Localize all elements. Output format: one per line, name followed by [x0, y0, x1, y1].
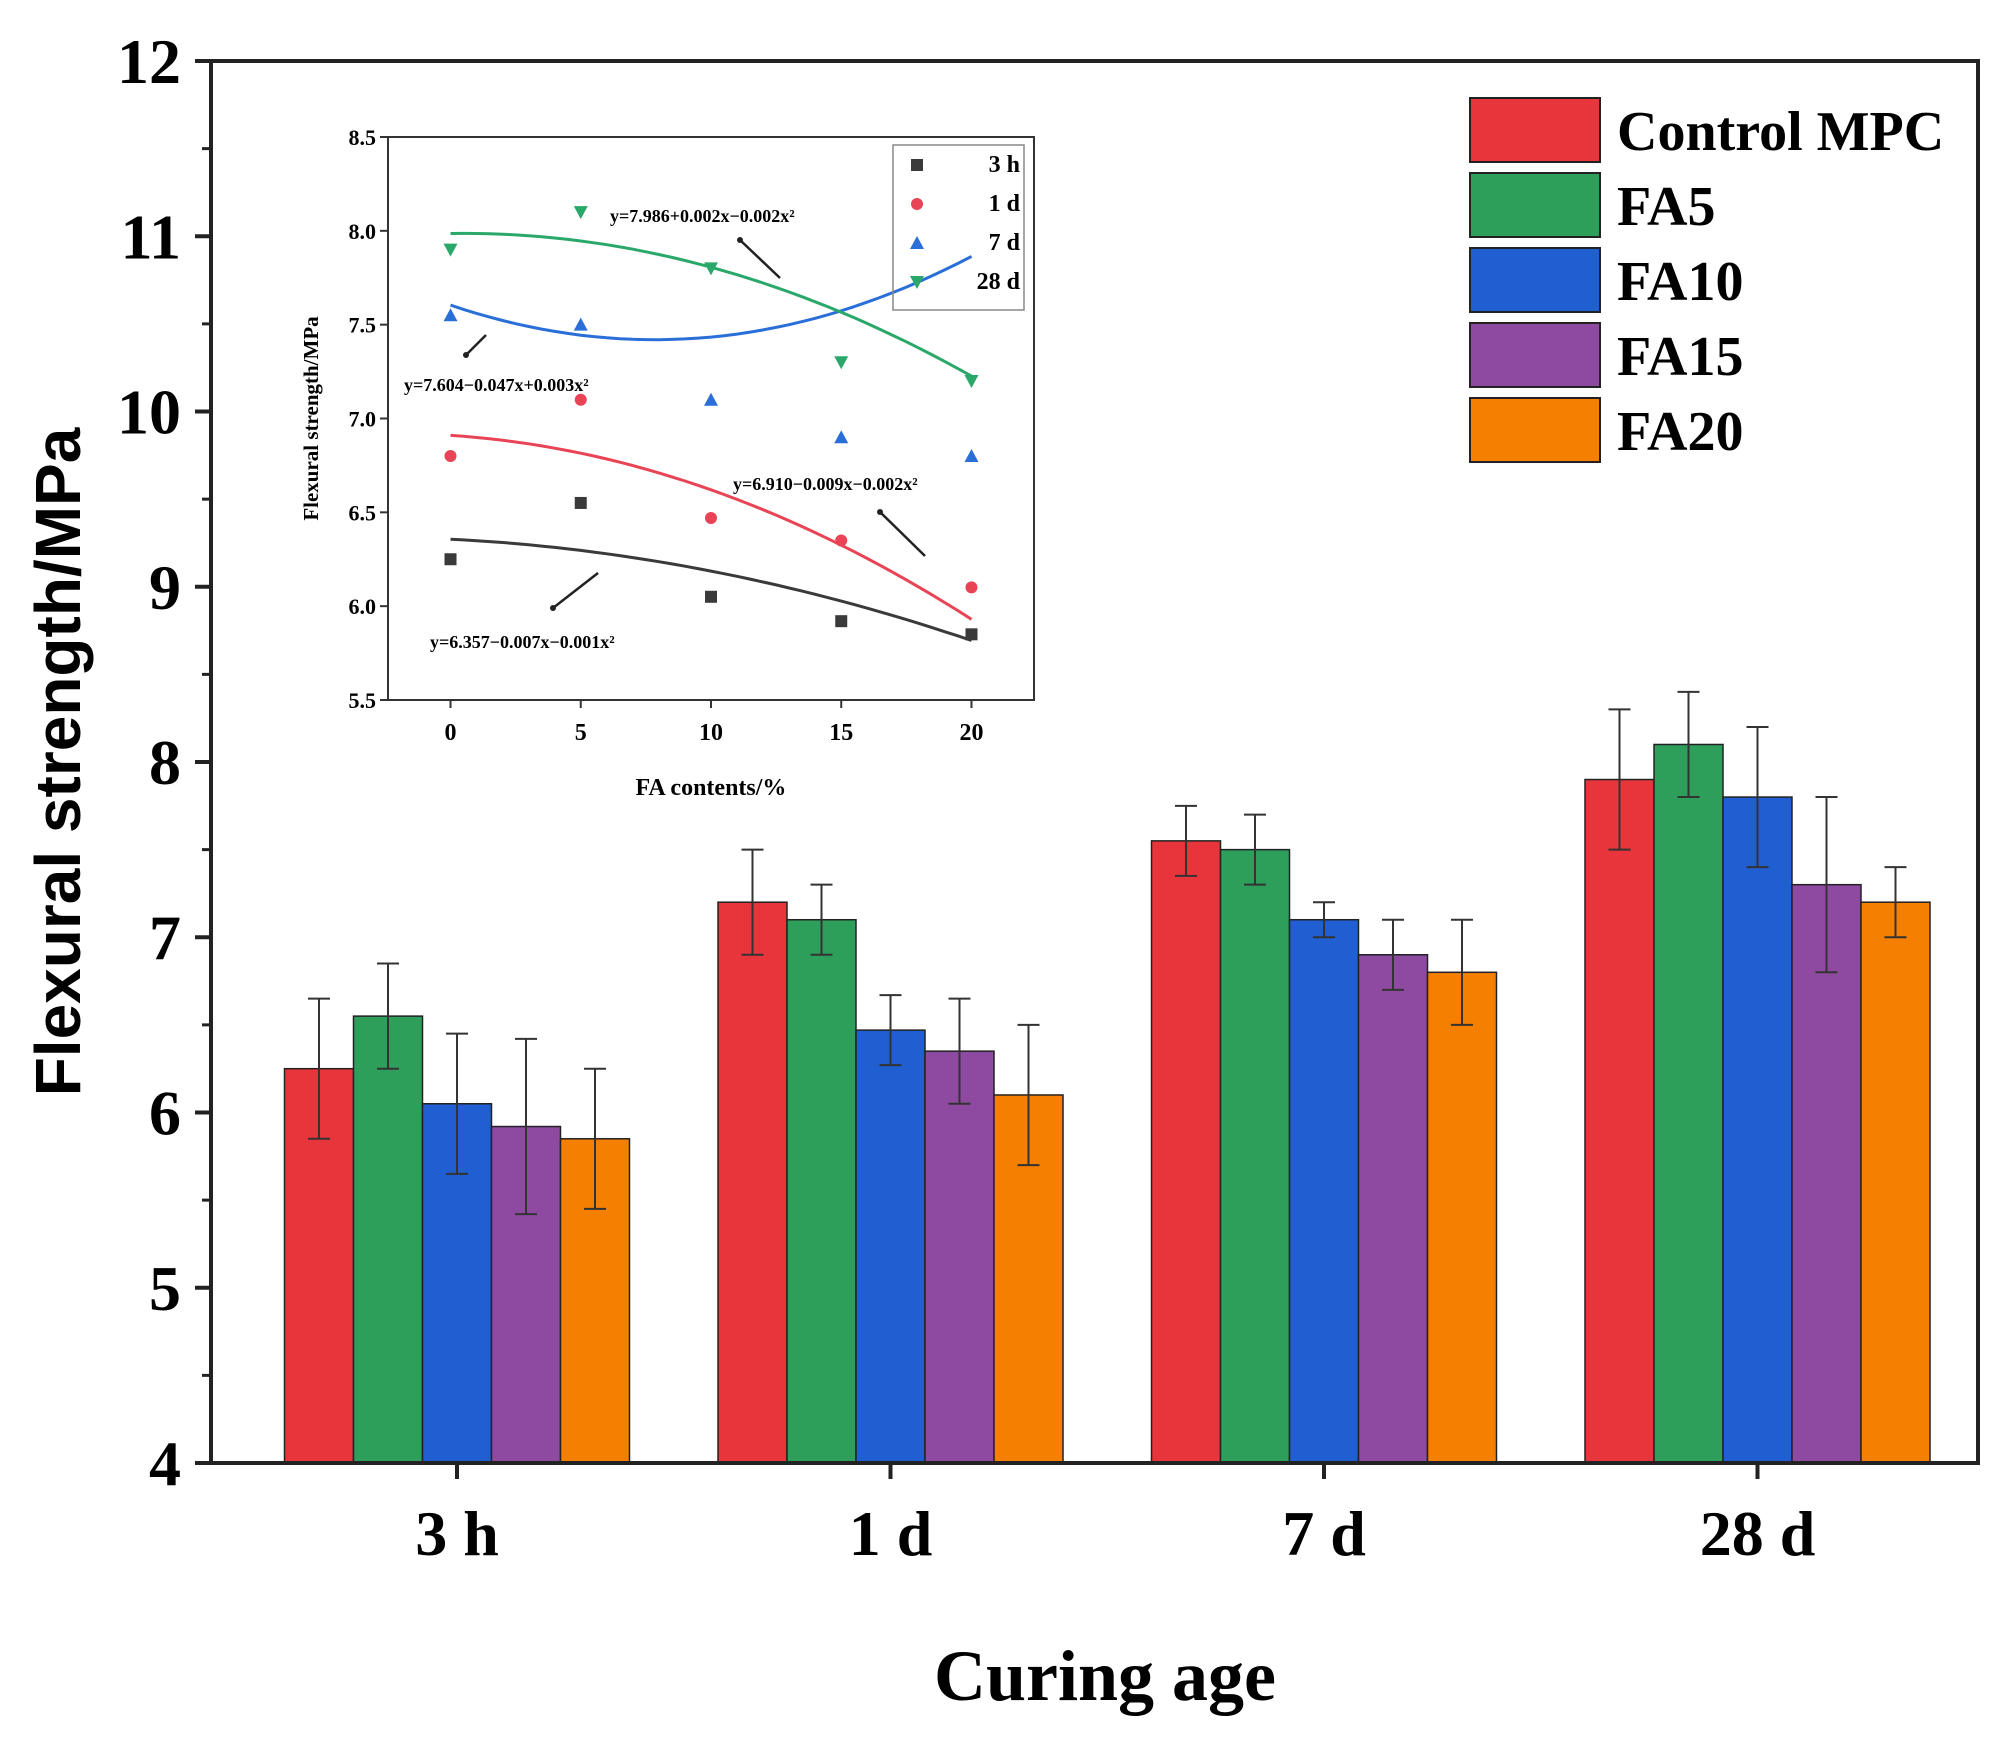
legend-swatch	[1469, 97, 1601, 163]
legend-label: FA20	[1617, 401, 1744, 463]
y-tick-label: 10	[117, 377, 181, 448]
data-point	[965, 581, 978, 594]
inset-legend-marker	[910, 276, 924, 289]
inset-legend-label: 1 d	[989, 191, 1021, 217]
inset-x-tick-label: 15	[829, 720, 853, 746]
y-axis-label: Flexural strength/MPa	[22, 427, 94, 1096]
legend-swatch	[1469, 247, 1601, 313]
annotation-arrow	[879, 511, 926, 557]
y-tick-label: 5	[149, 1253, 181, 1324]
inset-x-axis-label: FA contents/%	[636, 775, 787, 801]
bar	[786, 918, 857, 1464]
inset-y-axis-label: Flexural strength/MPa	[299, 316, 323, 521]
bar	[1860, 901, 1931, 1464]
inset-x-tick-label: 20	[959, 720, 983, 746]
bar	[1219, 848, 1291, 1464]
bar	[717, 901, 788, 1464]
bar	[924, 1050, 995, 1464]
legend-label: FA5	[1617, 176, 1716, 238]
data-point	[574, 393, 587, 406]
inset-y-tick-label: 6.0	[349, 594, 377, 619]
data-point	[444, 553, 457, 566]
data-point	[444, 450, 457, 463]
y-tick-label: 9	[149, 552, 181, 623]
data-point	[965, 628, 978, 641]
data-point	[704, 262, 718, 276]
inset-legend-marker	[910, 236, 924, 249]
data-point	[573, 317, 588, 331]
legend-swatch	[1469, 322, 1601, 388]
fit-equation: y=6.910−0.009x−0.002x²	[733, 474, 918, 494]
legend-label: Control MPC	[1617, 101, 1944, 163]
data-point	[443, 308, 458, 322]
y-tick-label: 7	[149, 902, 181, 973]
inset-y-tick-label: 5.5	[349, 688, 377, 713]
data-point	[834, 356, 849, 370]
inset-y-tick-label: 8.5	[349, 125, 377, 150]
data-point	[964, 374, 979, 388]
bar	[1150, 840, 1222, 1464]
bar	[352, 1015, 424, 1464]
fit-curve	[450, 433, 973, 621]
annotation-arrow	[552, 572, 599, 609]
inset-legend-frame	[892, 144, 1025, 311]
legend-label: FA15	[1617, 326, 1744, 388]
x-tick-label: 1 d	[849, 1498, 933, 1569]
inset-legend-marker	[911, 159, 923, 171]
arrow-head	[463, 352, 469, 358]
data-point	[835, 615, 848, 628]
bar	[1584, 778, 1655, 1464]
arrow-head	[877, 509, 883, 515]
inset-x-tick-label: 5	[575, 720, 587, 746]
bar	[1357, 954, 1429, 1464]
data-point	[574, 496, 587, 509]
inset-y-tick-label: 7.5	[349, 313, 377, 338]
inset-legend-label: 7 d	[989, 230, 1021, 256]
y-tick-label: 12	[117, 26, 181, 97]
legend-swatch	[1469, 397, 1601, 463]
fit-equation: y=7.986+0.002x−0.002x²	[610, 206, 795, 226]
y-tick-label: 8	[149, 727, 181, 798]
data-point	[834, 430, 849, 444]
bar	[1426, 971, 1498, 1464]
arrow-head	[737, 237, 743, 243]
inset-x-tick-label: 0	[445, 720, 457, 746]
bar	[855, 1029, 926, 1464]
bar	[1288, 918, 1360, 1464]
y-tick-label: 4	[149, 1428, 181, 1499]
fit-curve	[450, 255, 973, 342]
bar	[1791, 883, 1862, 1464]
x-tick-label: 28 d	[1700, 1498, 1816, 1569]
x-tick-label: 3 h	[415, 1498, 499, 1569]
data-point	[835, 534, 848, 547]
fit-equation: y=6.357−0.007x−0.001x²	[430, 632, 615, 652]
fit-curve	[450, 537, 972, 642]
inset-x-tick-label: 10	[699, 720, 723, 746]
x-axis-label: Curing age	[934, 1636, 1276, 1716]
y-tick-label: 6	[149, 1078, 181, 1149]
data-point	[443, 243, 458, 257]
inset-y-tick-label: 6.5	[349, 500, 377, 525]
data-point	[705, 511, 717, 524]
fit-equation: y=7.604−0.047x+0.003x²	[404, 375, 589, 395]
inset-y-tick-label: 7.0	[349, 407, 377, 432]
legend-swatch	[1469, 172, 1601, 238]
data-point	[704, 392, 718, 406]
annotation-arrow	[465, 334, 487, 356]
bar	[1653, 743, 1724, 1464]
inset-legend-marker	[911, 198, 923, 210]
y-tick-label: 11	[121, 201, 181, 272]
data-point	[573, 206, 588, 220]
annotation-arrow	[739, 239, 781, 279]
arrow-head	[550, 605, 556, 611]
x-tick-label: 7 d	[1282, 1498, 1366, 1569]
data-point	[705, 590, 717, 603]
bar	[1722, 796, 1793, 1464]
legend-label: FA10	[1617, 251, 1744, 313]
inset-y-tick-label: 8.0	[349, 219, 377, 244]
data-point	[964, 449, 979, 463]
inset-legend-label: 3 h	[989, 152, 1020, 178]
inset-legend-label: 28 d	[977, 269, 1021, 295]
